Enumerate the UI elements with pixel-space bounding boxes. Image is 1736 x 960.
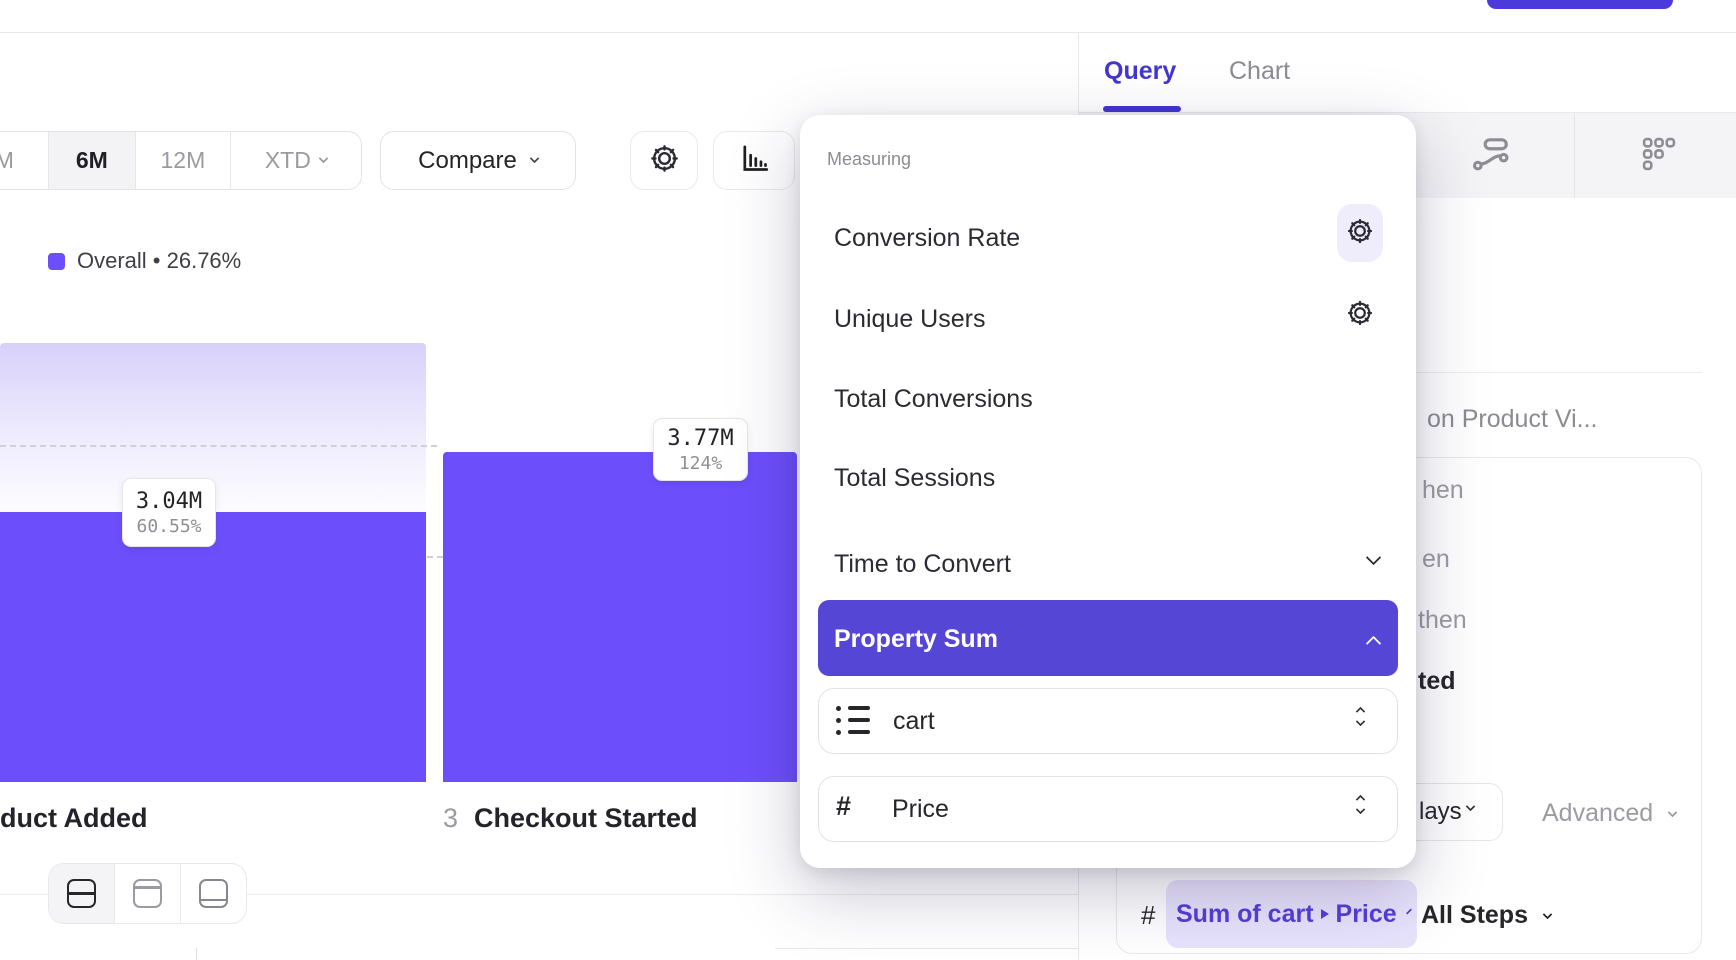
- gear-icon: [1346, 217, 1374, 250]
- time-range-xtd[interactable]: XTD: [229, 132, 361, 189]
- step-fragment-3: then: [1418, 606, 1467, 634]
- sum-of-cart-price-chip[interactable]: Sum of cart Price: [1166, 880, 1417, 948]
- time-range-6m[interactable]: 6M: [47, 132, 136, 189]
- property-name-value: Price: [892, 795, 949, 823]
- funnel-bar-1[interactable]: [0, 512, 426, 782]
- bar-1-conversion: 60.55%: [136, 515, 202, 537]
- funnel-on-header[interactable]: on Product Vi...: [1427, 405, 1598, 433]
- tab-query-underline: [1103, 106, 1181, 112]
- select-stepper-icon: [1355, 794, 1366, 815]
- bar-1-value: 3.04M: [135, 488, 203, 514]
- step-fragment-1: hen: [1422, 476, 1464, 504]
- conversion-rate-settings-button[interactable]: [1337, 204, 1383, 262]
- tab-query[interactable]: Query: [1104, 57, 1176, 86]
- advanced-button[interactable]: Advanced: [1542, 799, 1678, 828]
- step-2-number: 3: [443, 803, 459, 833]
- measuring-item-property-sum[interactable]: [818, 600, 1398, 676]
- gear-icon: [649, 143, 680, 179]
- layout-split-button[interactable]: [49, 864, 115, 923]
- measuring-item-total-sessions[interactable]: Total Sessions: [834, 464, 996, 492]
- chevron-down-icon: [1542, 909, 1553, 920]
- step-fragment-2: en: [1422, 545, 1450, 573]
- tabs-divider: [1079, 112, 1736, 113]
- time-range-m[interactable]: M: [0, 132, 48, 189]
- step-fragment-4: ted: [1418, 667, 1456, 695]
- chevron-down-icon: [1405, 908, 1412, 915]
- measurement-type-icon: #: [1141, 900, 1156, 930]
- sum-chip-property: Price: [1335, 899, 1397, 928]
- gear-icon: [1346, 299, 1374, 332]
- chevron-down-icon: [529, 153, 540, 163]
- time-range-12m[interactable]: 12M: [135, 132, 230, 189]
- table-header-divider: [775, 948, 1078, 949]
- tab-query-label: Query: [1104, 57, 1177, 85]
- number-property-icon: #: [836, 791, 852, 821]
- property-sum-label: Property Sum: [834, 625, 998, 653]
- measuring-dropdown: Measuring Conversion Rate Unique Users T…: [800, 115, 1416, 868]
- bar-2-value-label: 3.77M 124%: [653, 418, 748, 481]
- chart-settings-button[interactable]: [630, 131, 698, 190]
- property-entity-value: cart: [893, 707, 935, 735]
- tab-chart[interactable]: Chart: [1229, 57, 1290, 86]
- layout-split-icon: [67, 879, 97, 908]
- primary-action-button[interactable]: [1487, 0, 1673, 9]
- caret-right-icon: [1320, 909, 1329, 919]
- chevron-down-icon: [318, 153, 329, 163]
- tab-chart-label: Chart: [1229, 57, 1291, 85]
- measuring-item-time-to-convert[interactable]: Time to Convert: [834, 550, 1011, 578]
- measuring-item-conversion-rate[interactable]: Conversion Rate: [834, 224, 1021, 252]
- advanced-label: Advanced: [1542, 799, 1654, 827]
- time-range-xtd-label: XTD: [264, 147, 311, 173]
- conversion-dashed-line-2: [427, 556, 443, 558]
- all-steps-button[interactable]: All Steps: [1421, 901, 1553, 930]
- bar-1-value-label: 3.04M 60.55%: [122, 478, 216, 547]
- sum-chip-label: Sum of cart: [1176, 899, 1314, 928]
- legend-label: Overall • 26.76%: [77, 248, 242, 273]
- funnel-bar-2[interactable]: [443, 452, 797, 782]
- time-range-6m-label: 6M: [75, 147, 108, 173]
- conversion-dashed-line: [0, 445, 437, 447]
- select-stepper-icon: [1355, 706, 1366, 727]
- bottom-section-divider: [0, 894, 1078, 895]
- time-range-m-label: M: [0, 147, 14, 174]
- bar-2-value: 3.77M: [667, 425, 734, 451]
- step-2-name: Checkout Started: [474, 803, 698, 833]
- legend-swatch: [48, 252, 65, 270]
- bar-2-conversion: 124%: [678, 452, 723, 474]
- chevron-down-icon: [1667, 807, 1678, 818]
- funnel-flow-view-button[interactable]: [1455, 122, 1527, 190]
- time-range-12m-label: 12M: [160, 147, 206, 173]
- step-1-name: duct Added: [0, 803, 148, 833]
- bar-chart-icon: [739, 143, 770, 179]
- legend: Overall • 26.76%: [48, 248, 241, 274]
- layout-bottom-icon: [198, 879, 228, 908]
- layout-top-button[interactable]: [114, 864, 181, 923]
- property-name-select[interactable]: # Price: [818, 776, 1398, 842]
- layout-toggle-group: [48, 863, 247, 924]
- measuring-item-unique-users[interactable]: Unique Users: [834, 305, 986, 333]
- dots-grid-icon: [1641, 136, 1676, 176]
- all-steps-label: All Steps: [1421, 901, 1528, 929]
- time-range-control: M 6M 12M XTD: [0, 131, 362, 190]
- measuring-title: Measuring: [827, 149, 912, 169]
- flow-icon: [1471, 136, 1511, 177]
- panel-section-divider: [1380, 372, 1702, 373]
- layout-bottom-button[interactable]: [181, 864, 246, 923]
- property-entity-select[interactable]: cart: [818, 688, 1398, 754]
- chart-type-button[interactable]: [713, 131, 795, 190]
- panel-toolbar-divider: [1574, 113, 1575, 198]
- compare-button[interactable]: Compare: [380, 131, 576, 190]
- layout-top-icon: [133, 879, 162, 908]
- chevron-down-icon: [1365, 549, 1382, 566]
- funnel-metrics-view-button[interactable]: [1622, 122, 1694, 190]
- top-divider: [0, 32, 1736, 33]
- measuring-item-total-conversions[interactable]: Total Conversions: [834, 385, 1033, 413]
- compare-label: Compare: [418, 146, 517, 174]
- conversion-window-label: lays: [1419, 798, 1462, 825]
- unique-users-settings-button[interactable]: [1337, 287, 1383, 343]
- list-icon: [836, 704, 870, 736]
- table-column-divider: [196, 948, 197, 960]
